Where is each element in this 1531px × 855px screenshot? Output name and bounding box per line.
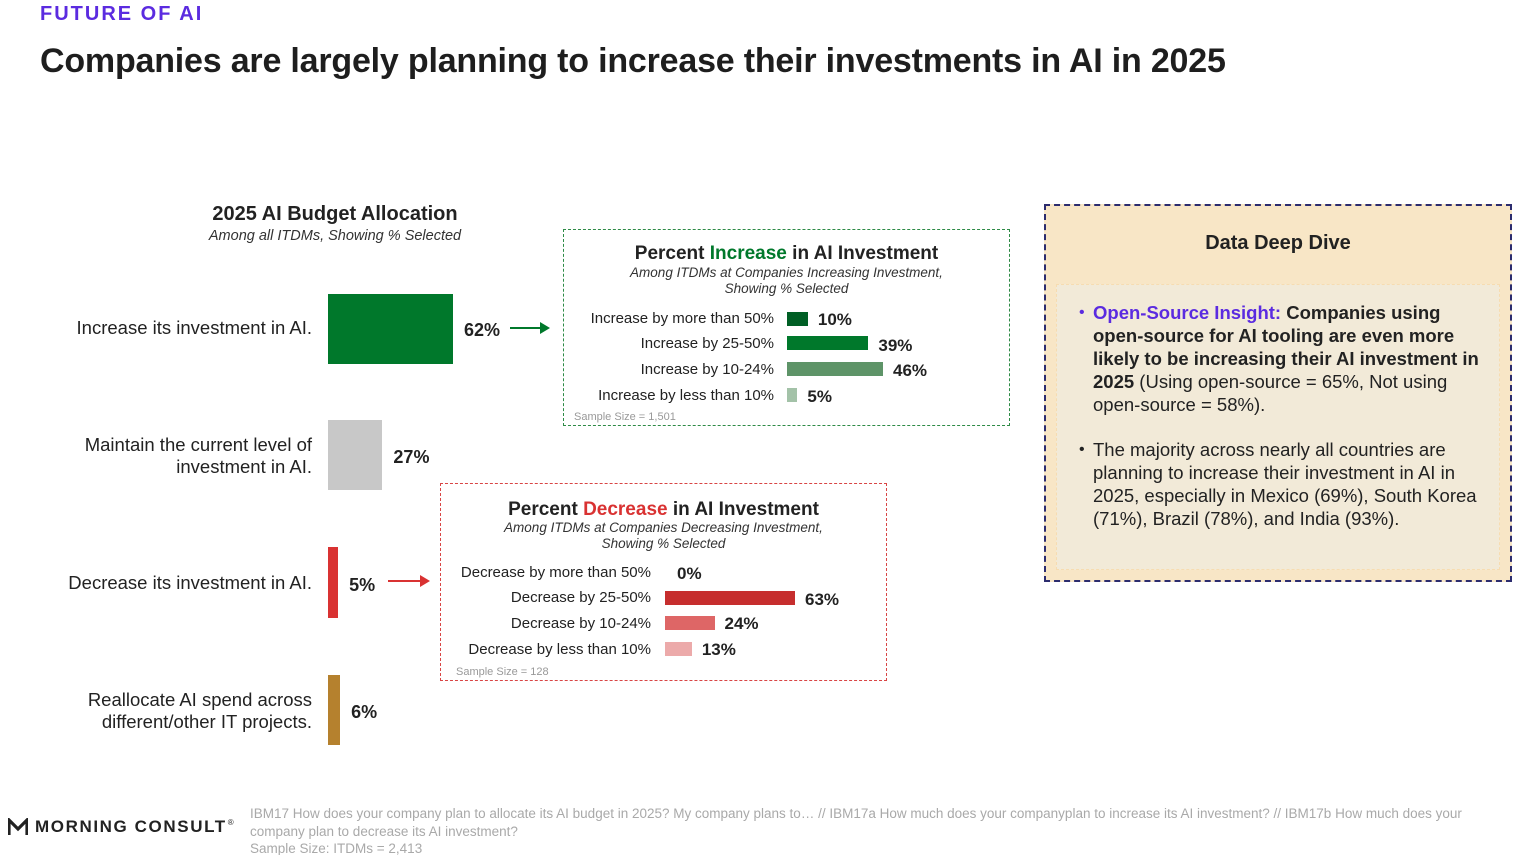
increase-category-label: Increase by 25-50% <box>640 335 774 352</box>
decrease-category-label: Decrease by more than 50% <box>460 564 651 581</box>
page-title: Companies are largely planning to increa… <box>40 42 1226 80</box>
decrease-category-label: Decrease by 10-24% <box>510 615 651 632</box>
value-label: 27% <box>393 447 430 467</box>
bullet-icon: • <box>1079 441 1085 458</box>
value-label: 5% <box>349 575 376 595</box>
bar-reallocate <box>328 675 341 745</box>
decrease-sample-size: Sample Size = 128 <box>456 666 549 678</box>
logo-text: MORNING CONSULT <box>35 817 227 836</box>
increase-bar <box>787 312 808 326</box>
section-kicker: FUTURE OF AI <box>40 3 204 25</box>
increase-panel: Percent Increase in AI Investment Among … <box>563 229 1010 426</box>
arrow-to-decrease-panel <box>388 575 430 587</box>
category-label: Maintain the current level of investment… <box>84 434 312 477</box>
increase-panel-title: Percent Increase in AI Investment <box>634 243 939 264</box>
increase-bar <box>787 362 883 376</box>
data-deep-dive-panel: Data Deep Dive • Open-Source Insight: Co… <box>1044 204 1512 582</box>
decrease-value-label: 13% <box>701 640 736 659</box>
increase-category-label: Increase by less than 10% <box>598 387 774 404</box>
decrease-panel-title: Percent Decrease in AI Investment <box>508 499 819 520</box>
registered-mark: ® <box>227 817 234 827</box>
footnote: IBM17 How does your company plan to allo… <box>250 806 1462 855</box>
category-label: Reallocate AI spend across different/oth… <box>87 689 312 732</box>
value-label: 62% <box>464 320 501 340</box>
increase-category-label: Increase by more than 50% <box>590 310 774 327</box>
increase-sample-size: Sample Size = 1,501 <box>574 411 676 423</box>
decrease-category-label: Decrease by 25-50% <box>510 589 651 606</box>
category-label: Decrease its investment in AI. <box>68 572 312 593</box>
increase-bar <box>787 336 869 350</box>
insight-bullet-countries: The majority across nearly all countries… <box>1093 439 1477 529</box>
main-chart-title: 2025 AI Budget Allocation <box>212 203 458 225</box>
arrow-to-increase-panel <box>510 322 550 334</box>
bar-decrease <box>328 547 339 618</box>
increase-bar <box>787 388 798 402</box>
main-chart-subtitle: Among all ITDMs, Showing % Selected <box>208 228 462 244</box>
morning-consult-logo: MORNING CONSULT ® <box>8 817 234 837</box>
bullet-icon: • <box>1079 304 1085 321</box>
increase-category-label: Increase by 10-24% <box>640 361 774 378</box>
decrease-category-label: Decrease by less than 10% <box>468 641 651 658</box>
increase-value-label: 10% <box>817 310 852 329</box>
decrease-bar <box>665 642 692 656</box>
decrease-value-label: 0% <box>677 564 702 583</box>
value-label: 6% <box>351 702 378 722</box>
decrease-panel: Percent Decrease in AI Investment Among … <box>440 483 887 681</box>
deep-dive-title: Data Deep Dive <box>1205 232 1351 254</box>
increase-value-label: 46% <box>893 361 928 380</box>
category-label: Increase its investment in AI. <box>76 317 312 338</box>
decrease-bar <box>665 591 795 605</box>
insight-bullet-open-source: Open-Source Insight: Companies using ope… <box>1093 302 1479 415</box>
decrease-value-label: 63% <box>805 590 840 609</box>
decrease-panel-subtitle: Among ITDMs at Companies Decreasing Inve… <box>504 520 823 551</box>
increase-panel-subtitle: Among ITDMs at Companies Increasing Inve… <box>630 265 943 296</box>
decrease-value-label: 24% <box>724 614 759 633</box>
bar-maintain <box>328 420 383 490</box>
decrease-bar <box>665 616 715 630</box>
increase-value-label: 39% <box>878 336 913 355</box>
increase-value-label: 5% <box>807 387 832 406</box>
deep-dive-content: • Open-Source Insight: Companies using o… <box>1056 284 1500 570</box>
bar-increase <box>328 294 453 364</box>
morning-consult-mark-icon <box>8 818 28 835</box>
